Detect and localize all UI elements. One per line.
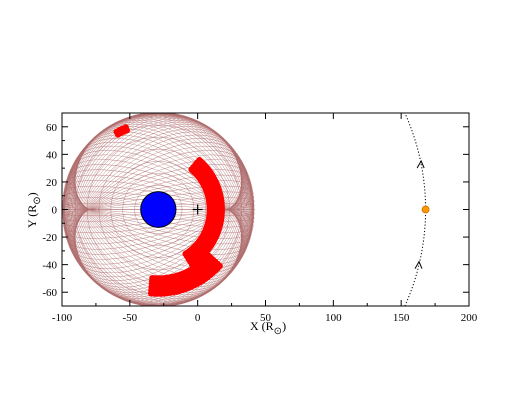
axes: -100 -50 0 50 100 150 200 -60 -40 -20 0 20 40 60: [42, 112, 478, 324]
x-tick-label: 150: [393, 312, 410, 324]
cme-point: [196, 157, 203, 164]
mesh-line: [69, 154, 248, 265]
y-tick-label: 60: [46, 122, 58, 134]
cross-marker: [192, 204, 203, 215]
orbit-arrow: [414, 260, 423, 269]
mesh-ring: [134, 185, 183, 234]
y-tick-label: 20: [46, 177, 58, 189]
x-tick-label: 100: [325, 312, 342, 324]
cme-point: [216, 262, 223, 270]
mesh-line: [71, 145, 246, 274]
cme-points: [113, 124, 226, 297]
x-tick-label: -100: [52, 312, 73, 324]
mesh-line: [71, 145, 246, 274]
mesh-line: [63, 180, 253, 239]
orbit-arrow: [416, 159, 425, 169]
x-axis-label-subscript: ⊙: [274, 326, 282, 337]
x-tick-label: 50: [260, 312, 272, 324]
x-axis-label: X (R⊙): [250, 319, 286, 337]
plot-area: [62, 113, 430, 306]
mesh-line: [64, 174, 252, 245]
mesh-line: [65, 169, 251, 250]
mesh-line: [64, 174, 252, 245]
cme-point: [113, 128, 120, 135]
y-tick-label: -60: [42, 287, 57, 299]
observer-point: [421, 205, 430, 214]
mesh-line: [66, 164, 250, 255]
x-tick-label: 200: [461, 312, 478, 324]
y-tick-label: 40: [46, 149, 58, 161]
y-tick-label: 0: [52, 205, 58, 217]
mesh-line: [69, 154, 248, 265]
mesh-line: [66, 164, 250, 255]
mesh-line: [70, 150, 247, 269]
mesh-ring: [110, 161, 207, 258]
x-tick-label: 0: [195, 312, 201, 324]
y-tick-label: -20: [42, 232, 57, 244]
mesh-line: [70, 150, 247, 269]
mesh-line: [63, 180, 253, 239]
x-tick-label: -50: [122, 312, 137, 324]
y-axis-label-subscript: ⊙: [32, 196, 43, 204]
y-axis-label: Y (R⊙): [25, 192, 43, 228]
sun-disk: [140, 191, 177, 228]
y-tick-label: -40: [42, 260, 57, 272]
plot-frame: [61, 112, 470, 307]
